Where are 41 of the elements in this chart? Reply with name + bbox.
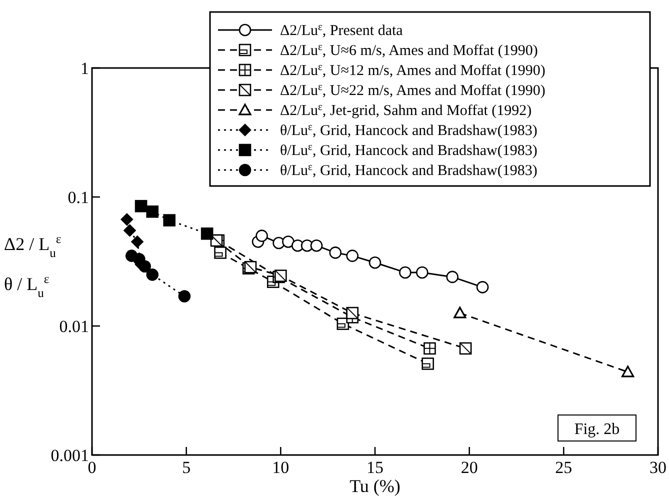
y-tick-label: 0.1 xyxy=(68,188,89,207)
point xyxy=(120,213,134,226)
x-tick-label: 5 xyxy=(182,458,191,477)
point xyxy=(476,281,489,294)
y-tick-label: 0.001 xyxy=(50,446,89,465)
y-tick-label: 0.01 xyxy=(59,317,89,336)
point xyxy=(200,227,214,240)
x-axis-title: Tu (%) xyxy=(350,476,400,496)
legend-label: Δ2/Lu$^{ε}$, Present data xyxy=(280,22,404,39)
point xyxy=(138,260,151,272)
point xyxy=(310,239,323,252)
point xyxy=(146,205,159,218)
point xyxy=(346,250,359,262)
x-tick-label: 0 xyxy=(88,458,96,477)
legend-label: Δ2/Lu$^{ε}$, U≈6 m/s, Ames and Moffat (1990) xyxy=(280,42,538,59)
point xyxy=(134,200,148,212)
point xyxy=(146,268,159,281)
y-tick-label: 1 xyxy=(80,59,89,78)
point xyxy=(131,236,144,248)
point xyxy=(446,270,459,284)
x-tick-label: 20 xyxy=(460,458,478,477)
point xyxy=(368,256,382,269)
point xyxy=(124,224,136,237)
point xyxy=(178,290,191,302)
legend-label: θ/Lu$^{ε}$, Grid, Hancock and Bradshaw(1983) xyxy=(280,122,538,139)
point xyxy=(416,266,428,279)
legend-label: θ/Lu$^{ε}$, Grid, Hancock and Bradshaw(1983) xyxy=(280,142,538,159)
point xyxy=(163,214,176,226)
annotation: Fig. 2b xyxy=(574,421,620,438)
point xyxy=(282,236,294,248)
x-tick-label: 30 xyxy=(650,458,666,477)
legend-label: Δ2/Lu$^{ε}$, Jet-grid, Sahm and Moffat (1992) xyxy=(280,102,532,119)
legend-label: θ/Lu$^{ε}$, Grid, Hancock and Bradshaw(1983) xyxy=(280,162,538,179)
legend-label: Δ2/Lu$^{ε}$, U≈12 m/s, Ames and Moffat (1990) xyxy=(280,62,546,79)
x-tick-label: 15 xyxy=(366,458,384,477)
point xyxy=(329,246,342,259)
x-tick-label: 25 xyxy=(555,458,572,477)
legend-label: Δ2/Lu$^{ε}$, U≈22 m/s, Ames and Moffat (1990) xyxy=(280,82,546,99)
point xyxy=(399,266,412,279)
point xyxy=(256,230,268,242)
x-tick-label: 10 xyxy=(272,458,290,477)
